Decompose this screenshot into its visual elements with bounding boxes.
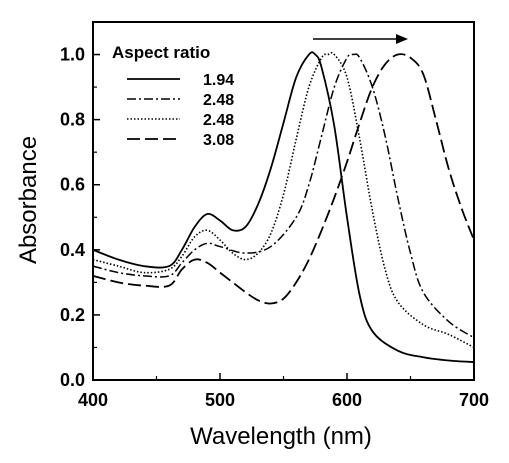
legend-title: Aspect ratio [112, 43, 210, 62]
y-axis-title: Absorbance [15, 136, 42, 264]
x-tick-label: 600 [332, 390, 362, 410]
y-tick-label: 0.6 [60, 175, 85, 195]
redshift-arrow [313, 34, 408, 44]
plot-frame [92, 21, 475, 381]
legend: Aspect ratio 1.94 2.48 2.48 3.08 [112, 43, 234, 149]
axis-tick-labels: 400 500 600 700 0.0 0.2 0.4 0.6 0.8 1.0 [60, 45, 489, 410]
legend-label: 1.94 [203, 72, 234, 89]
series-line-solid [92, 51, 475, 363]
series-line-dashdot [92, 53, 475, 339]
plot-lines [92, 51, 475, 363]
y-tick-label: 0.4 [60, 240, 85, 260]
y-tick-label: 0.0 [60, 370, 85, 390]
x-tick-label: 400 [78, 390, 108, 410]
y-tick-label: 0.8 [60, 110, 85, 130]
y-tick-label: 1.0 [60, 45, 85, 65]
x-tick-label: 700 [459, 390, 489, 410]
legend-label: 2.48 [203, 112, 234, 129]
axis-ticks [92, 53, 475, 381]
series-line-dashed [92, 53, 475, 305]
y-tick-label: 0.2 [60, 305, 85, 325]
legend-label: 3.08 [203, 132, 234, 149]
x-tick-label: 500 [205, 390, 235, 410]
x-axis-title: Wavelength (nm) [190, 423, 372, 450]
legend-label: 2.48 [203, 92, 234, 109]
series-line-dotted [92, 51, 475, 349]
